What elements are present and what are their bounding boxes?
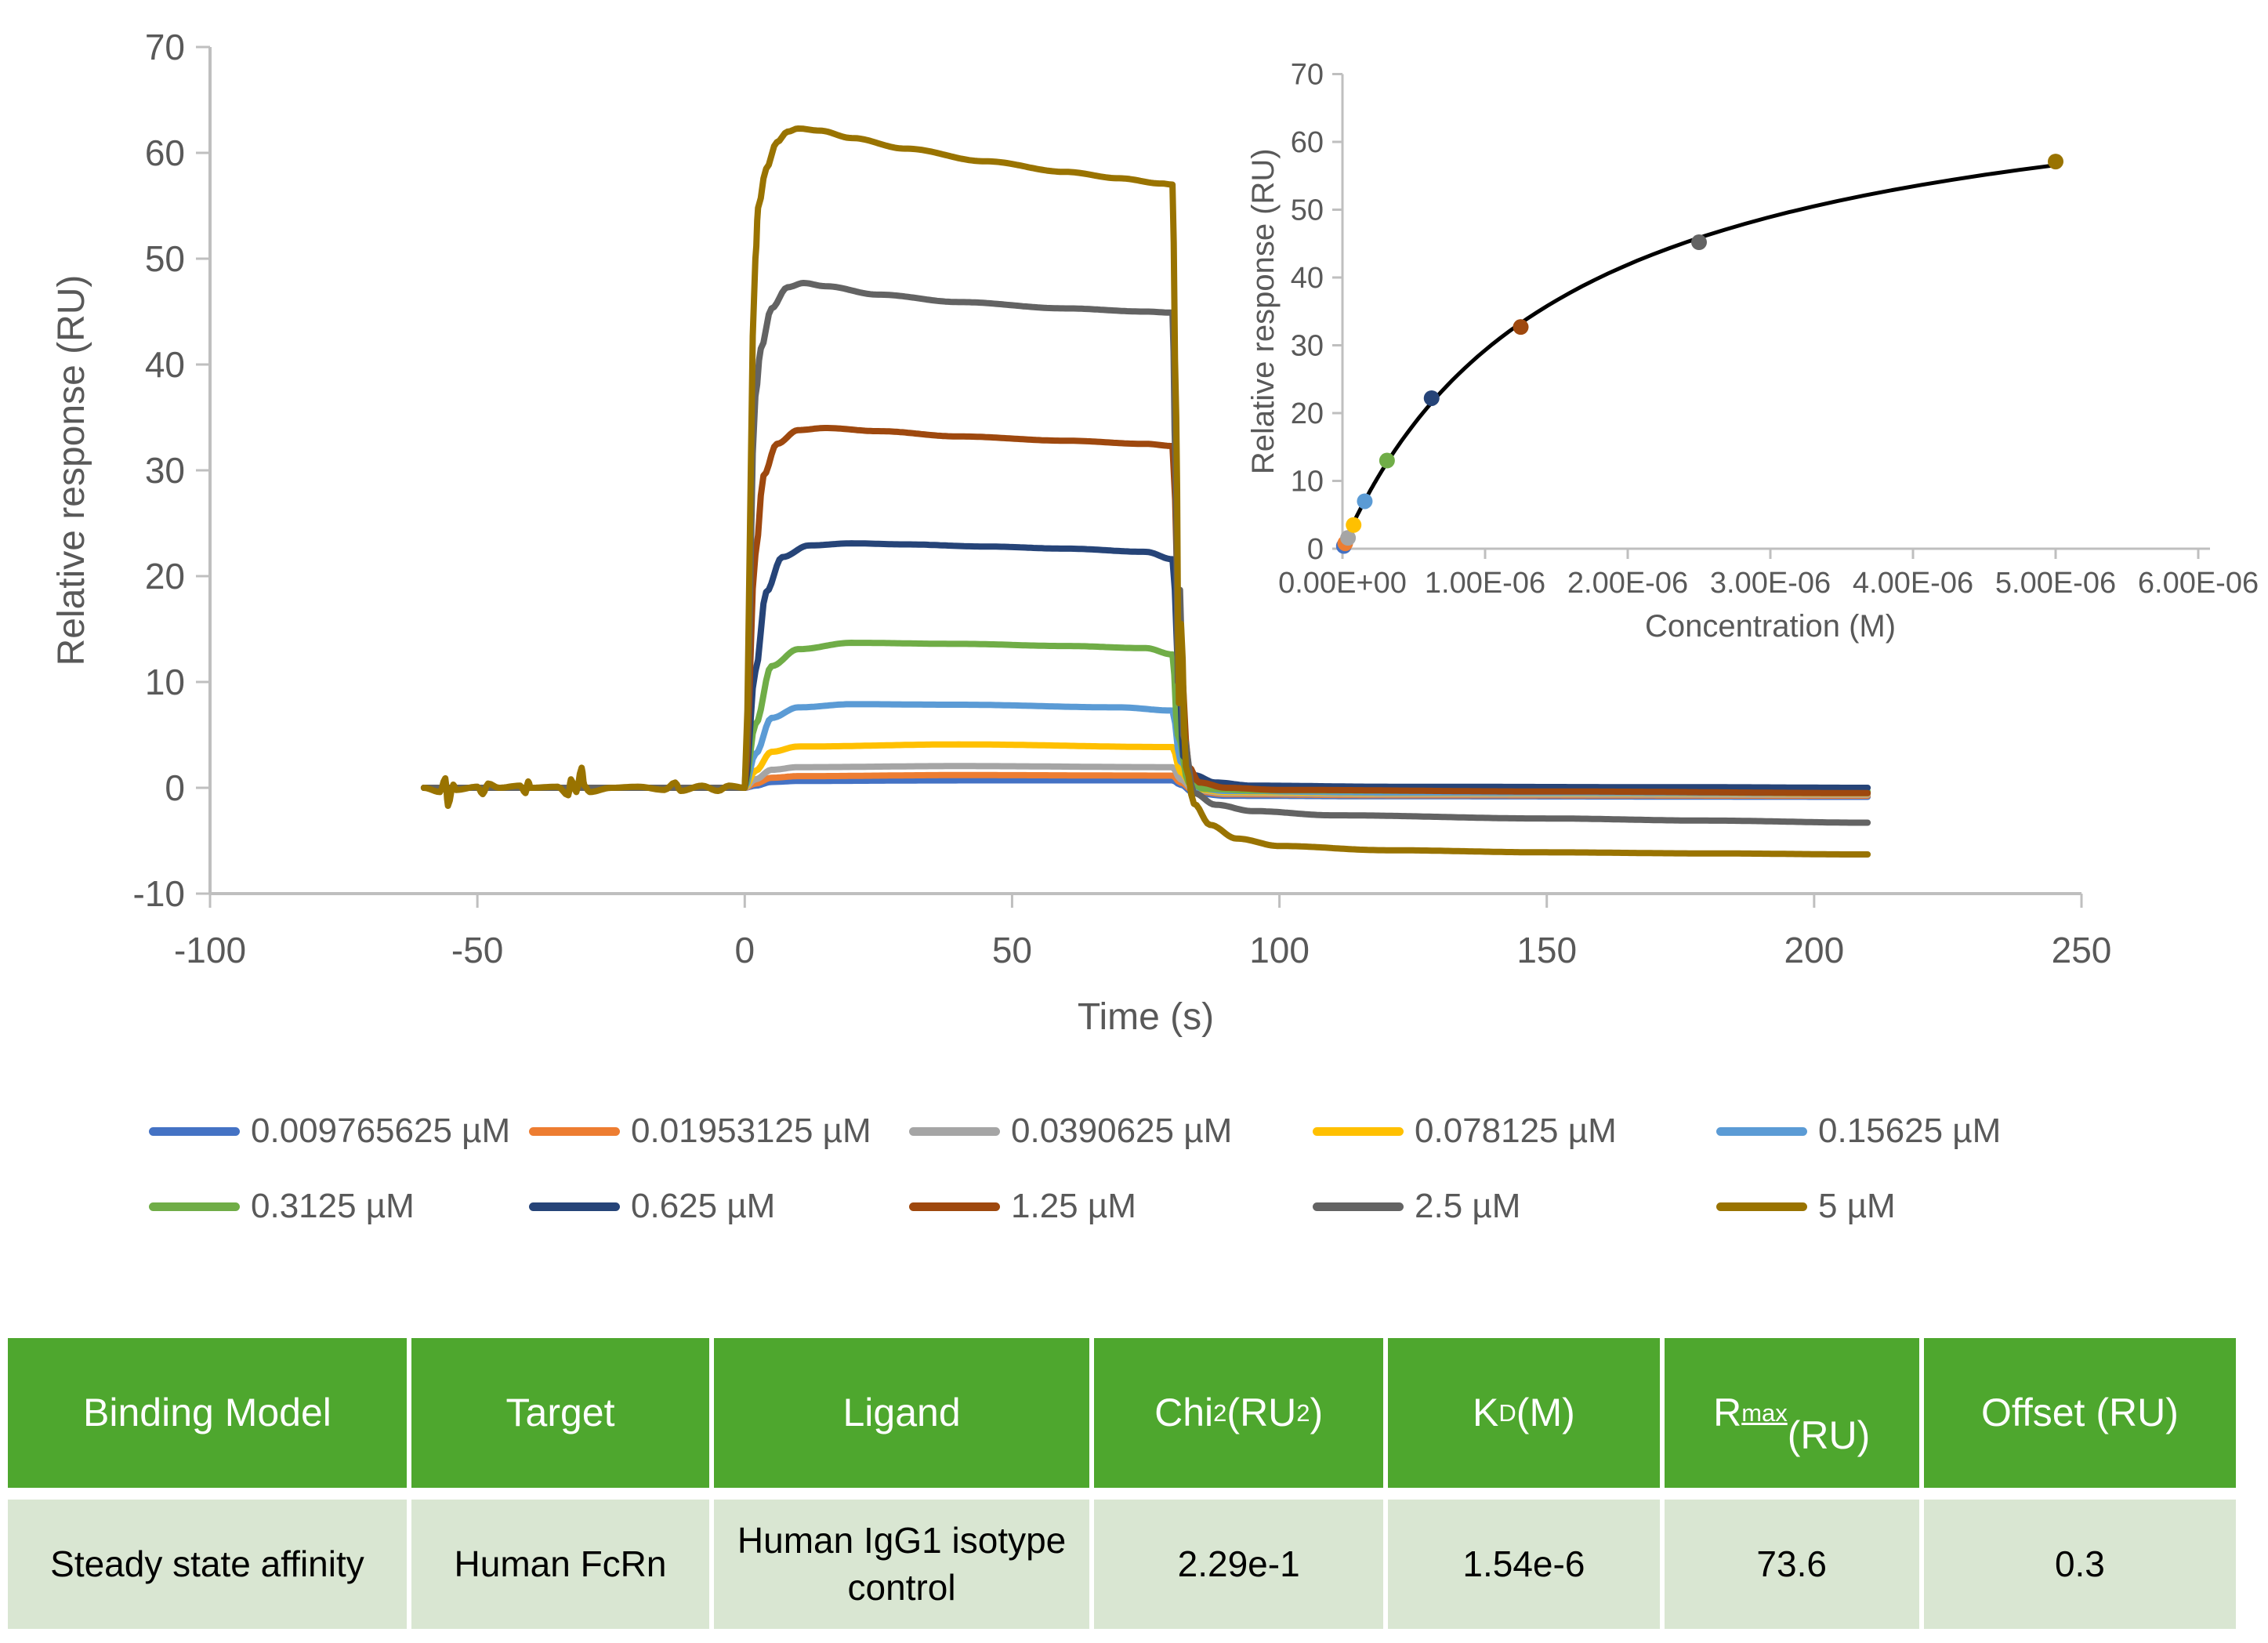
cell-ligand: Human IgG1 isotype control bbox=[714, 1500, 1090, 1629]
legend-item: 2.5 µM bbox=[1313, 1169, 1716, 1244]
svg-text:20: 20 bbox=[1291, 397, 1324, 430]
svg-text:0: 0 bbox=[1307, 533, 1324, 566]
svg-text:-100: -100 bbox=[174, 930, 246, 970]
svg-text:50: 50 bbox=[992, 930, 1032, 970]
legend-label: 0.01953125 µM bbox=[631, 1112, 871, 1150]
svg-text:Relative response (RU): Relative response (RU) bbox=[51, 275, 92, 666]
svg-text:0: 0 bbox=[734, 930, 755, 970]
legend-item: 5 µM bbox=[1716, 1169, 2111, 1244]
series-color-swatch bbox=[149, 1126, 240, 1136]
column-header-chi2: Chi 2 (RU 2) bbox=[1094, 1338, 1384, 1488]
series-color-swatch bbox=[909, 1126, 1000, 1136]
legend-item: 1.25 µM bbox=[909, 1169, 1313, 1244]
series-color-swatch bbox=[1716, 1126, 1807, 1136]
series-color-swatch bbox=[1716, 1202, 1807, 1211]
svg-text:50: 50 bbox=[145, 238, 185, 279]
svg-text:150: 150 bbox=[1516, 930, 1577, 970]
column-header-binding-model: Binding Model bbox=[8, 1338, 407, 1488]
svg-text:5.00E-06: 5.00E-06 bbox=[1995, 567, 2116, 600]
cell-target: Human FcRn bbox=[411, 1500, 710, 1629]
svg-text:-50: -50 bbox=[451, 930, 503, 970]
legend-label: 0.078125 µM bbox=[1415, 1112, 1617, 1150]
svg-text:100: 100 bbox=[1249, 930, 1310, 970]
series-color-swatch bbox=[909, 1202, 1000, 1211]
cell-offset: 0.3 bbox=[1923, 1500, 2236, 1629]
svg-text:60: 60 bbox=[1291, 126, 1324, 159]
svg-text:70: 70 bbox=[1291, 59, 1324, 92]
svg-text:2.00E-06: 2.00E-06 bbox=[1567, 567, 1688, 600]
legend-item: 0.625 µM bbox=[529, 1169, 909, 1244]
legend-label: 0.15625 µM bbox=[1818, 1112, 2002, 1150]
legend-label: 0.625 µM bbox=[631, 1187, 776, 1225]
cell-chi2: 2.29e-1 bbox=[1094, 1500, 1384, 1629]
cell-kd: 1.54e-6 bbox=[1388, 1500, 1660, 1629]
series-color-swatch bbox=[149, 1202, 240, 1211]
column-header-ligand: Ligand bbox=[714, 1338, 1090, 1488]
cell-rmax: 73.6 bbox=[1664, 1500, 1919, 1629]
svg-text:250: 250 bbox=[2052, 930, 2112, 970]
cell-binding-model: Steady state affinity bbox=[8, 1500, 407, 1629]
legend-item: 0.15625 µM bbox=[1716, 1094, 2111, 1169]
series-color-swatch bbox=[1313, 1126, 1404, 1136]
svg-text:40: 40 bbox=[1291, 262, 1324, 295]
svg-text:20: 20 bbox=[145, 556, 185, 597]
series-color-swatch bbox=[529, 1126, 620, 1136]
svg-text:1.00E-06: 1.00E-06 bbox=[1425, 567, 1545, 600]
legend-label: 1.25 µM bbox=[1011, 1187, 1136, 1225]
svg-text:4.00E-06: 4.00E-06 bbox=[1853, 567, 1973, 600]
legend-item: 0.01953125 µM bbox=[529, 1094, 909, 1169]
legend-label: 5 µM bbox=[1818, 1187, 1896, 1225]
svg-text:50: 50 bbox=[1291, 194, 1324, 227]
legend-item: 0.009765625 µM bbox=[149, 1094, 529, 1169]
column-header-offset: Offset (RU) bbox=[1923, 1338, 2236, 1488]
legend-item: 0.078125 µM bbox=[1313, 1094, 1716, 1169]
svg-text:0.00E+00: 0.00E+00 bbox=[1278, 567, 1407, 600]
series-color-swatch bbox=[529, 1202, 620, 1211]
svg-text:0: 0 bbox=[165, 767, 185, 808]
legend-label: 0.3125 µM bbox=[251, 1187, 415, 1225]
legend-item: 0.0390625 µM bbox=[909, 1094, 1313, 1169]
svg-text:30: 30 bbox=[1291, 330, 1324, 363]
svg-text:Time (s): Time (s) bbox=[1078, 996, 1214, 1038]
series-legend: 0.009765625 µM 0.01953125 µM 0.0390625 µ… bbox=[0, 1094, 2268, 1244]
svg-text:Concentration (M): Concentration (M) bbox=[1645, 609, 1896, 644]
legend-label: 0.0390625 µM bbox=[1011, 1112, 1233, 1150]
column-header-target: Target bbox=[411, 1338, 710, 1488]
svg-text:10: 10 bbox=[145, 662, 185, 702]
binding-results-table: Binding Model Target Ligand Chi 2 (RU 2) K… bbox=[8, 1338, 2236, 1629]
legend-item: 0.3125 µM bbox=[149, 1169, 529, 1244]
svg-text:-10: -10 bbox=[133, 873, 185, 914]
legend-label: 2.5 µM bbox=[1415, 1187, 1521, 1225]
svg-text:Relative response (RU): Relative response (RU) bbox=[1246, 148, 1281, 474]
svg-text:60: 60 bbox=[145, 132, 185, 173]
legend-label: 0.009765625 µM bbox=[251, 1112, 511, 1150]
svg-text:30: 30 bbox=[145, 450, 185, 491]
svg-text:40: 40 bbox=[145, 344, 185, 385]
svg-text:10: 10 bbox=[1291, 466, 1324, 499]
svg-text:70: 70 bbox=[145, 27, 185, 67]
series-color-swatch bbox=[1313, 1202, 1404, 1211]
svg-text:6.00E-06: 6.00E-06 bbox=[2138, 567, 2259, 600]
svg-text:3.00E-06: 3.00E-06 bbox=[1710, 567, 1831, 600]
svg-text:200: 200 bbox=[1784, 930, 1844, 970]
